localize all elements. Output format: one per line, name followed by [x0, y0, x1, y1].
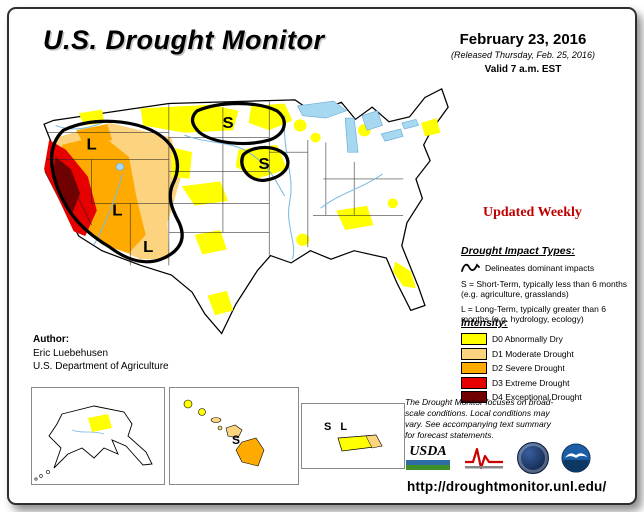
long-term-definition: L = Long-Term, typically greater than 6 …: [461, 303, 606, 325]
d4-label: D4 Exceptional Drought: [492, 392, 582, 402]
puerto-rico-inset: S L: [301, 403, 405, 469]
squiggle-icon: [461, 263, 480, 272]
d2-region-oregon: [76, 124, 113, 145]
map-date: February 23, 2016: [459, 31, 587, 48]
map-letter-labels: L S L S L: [87, 114, 270, 256]
puerto-rico-map: S L: [324, 421, 383, 452]
d2-swatch: [461, 362, 487, 374]
author-organization: U.S. Department of Agriculture: [33, 361, 169, 372]
puerto-rico-d1-patch: [365, 434, 383, 449]
great-lakes: [115, 100, 419, 171]
alaska-map: [34, 405, 153, 481]
alaska-inset: [31, 387, 165, 485]
map-label-oregon: L: [87, 136, 97, 153]
map-label-nevada: L: [112, 202, 122, 219]
d1-label: D1 Moderate Drought: [492, 348, 574, 359]
map-label-montana: S: [222, 114, 233, 131]
author-block: Author: Eric Luebehusen U.S. Department …: [33, 333, 169, 374]
intensity-legend: Intensity: D0 Abnormally Dry D1 Moderate…: [461, 317, 633, 406]
droughtmonitor-url: http://droughtmonitor.unl.edu/: [407, 479, 607, 494]
map-label-southwest: L: [143, 238, 153, 255]
d2-label: D2 Severe Drought: [492, 363, 565, 373]
impact-contours: [49, 101, 290, 264]
alaska-outline: [48, 405, 153, 469]
legend-row-d0: D0 Abnormally Dry: [461, 333, 633, 345]
intensity-heading: Intensity:: [461, 317, 508, 329]
commerce-seal-logo: [517, 442, 549, 474]
noaa-logo: [561, 443, 591, 473]
d0-swatch: [461, 333, 487, 345]
alaska-river: [71, 429, 105, 435]
map-label-plains: S: [259, 156, 270, 173]
legend-row-d4: D4 Exceptional Drought: [461, 391, 633, 403]
d1-swatch: [461, 347, 487, 360]
release-date: (Released Thursday, Feb. 25, 2016): [451, 50, 595, 61]
d0-regions: [78, 103, 441, 316]
d4-region-california: [51, 157, 81, 213]
legend-row-d3: D3 Extreme Drought: [461, 376, 633, 389]
impact-types-legend: Drought Impact Types: Delineates dominan…: [461, 245, 633, 329]
author-label: Author:: [33, 334, 70, 345]
usda-logo-text: USDA: [409, 444, 447, 459]
short-term-definition: S = Short-Term, typically less than 6 mo…: [461, 278, 628, 299]
usda-symbol-icon: [406, 460, 450, 470]
updated-weekly-label: Updated Weekly: [483, 205, 582, 220]
usda-logo: USDA: [405, 445, 451, 471]
impact-types-heading: Drought Impact Types:: [461, 245, 575, 257]
delineates-row: Delineates dominant impacts: [461, 262, 633, 274]
legend-row-d2: D2 Severe Drought: [461, 362, 633, 374]
hawaii-inset: S: [169, 387, 299, 485]
delineates-label: Delineates dominant impacts: [485, 262, 595, 273]
alaska-d0-patch: [88, 414, 112, 432]
hawaii-map: S: [183, 399, 265, 467]
ndmc-logo: [465, 447, 503, 470]
disclaimer-text: The Drought Monitor focuses on broad-sca…: [405, 397, 554, 441]
author-name: Eric Luebehusen: [33, 347, 109, 359]
hawaii-islands: [183, 399, 265, 467]
puerto-rico-impact-label: S L: [324, 421, 350, 433]
partner-logos: USDA: [405, 439, 635, 477]
d3-swatch: [461, 376, 487, 389]
drought-monitor-panel: U.S. Drought Monitor February 23, 2016 (…: [7, 7, 637, 505]
date-block: February 23, 2016 (Released Thursday, Fe…: [429, 31, 617, 75]
big-island: [235, 437, 265, 467]
d4-swatch: [461, 391, 487, 403]
d0-label: D0 Abnormally Dry: [492, 334, 563, 344]
state-lines: [46, 101, 404, 266]
d3-label: D3 Extreme Drought: [492, 377, 570, 388]
hawaii-impact-label: S: [232, 433, 240, 447]
legend-row-d1: D1 Moderate Drought: [461, 347, 633, 360]
page-title: U.S. Drought Monitor: [43, 25, 325, 55]
us-drought-map: L S L S L: [43, 88, 449, 335]
aleutian-islands: [34, 470, 50, 481]
valid-time: Valid 7 a.m. EST: [484, 63, 562, 75]
